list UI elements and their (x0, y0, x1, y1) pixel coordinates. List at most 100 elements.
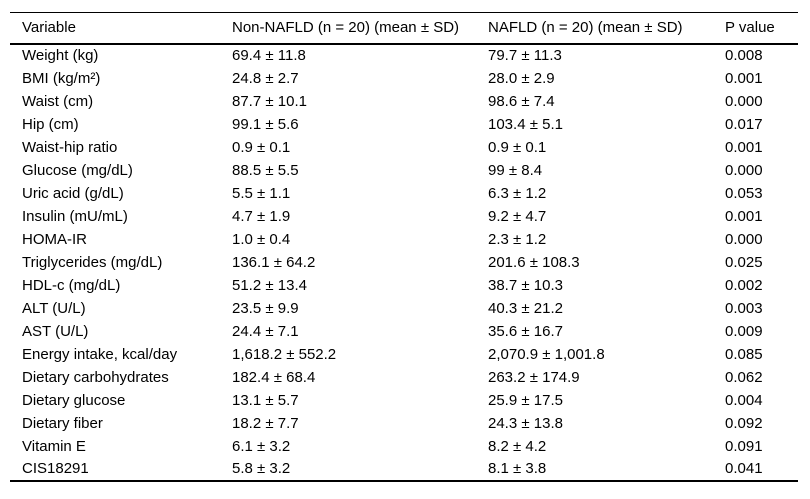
cell-nafld: 201.6 ± 108.3 (488, 253, 580, 271)
cell-non-nafld: 6.1 ± 3.2 (232, 437, 291, 455)
column-header-non-nafld: Non-NAFLD (n = 20) (mean ± SD) (232, 19, 460, 37)
table-row: Vitamin E 6.1 ± 3.2 8.2 ± 4.2 0.091 (10, 435, 798, 458)
cell-variable: Glucose (mg/dL) (22, 161, 133, 179)
cell-p-value: 0.041 (725, 460, 763, 477)
cell-p-value: 0.000 (725, 230, 763, 248)
cell-variable: Dietary carbohydrates (22, 368, 169, 386)
header-row: Variable Non-NAFLD (n = 20) (mean ± SD) … (10, 13, 798, 44)
cell-variable: BMI (kg/m²) (22, 69, 101, 87)
cell-nafld: 25.9 ± 17.5 (488, 391, 563, 409)
table-row: AST (U/L) 24.4 ± 7.1 35.6 ± 16.7 0.009 (10, 320, 798, 343)
cell-p-value: 0.000 (725, 161, 763, 179)
cell-variable: Triglycerides (mg/dL) (22, 253, 163, 271)
table-row: Dietary carbohydrates 182.4 ± 68.4 263.2… (10, 366, 798, 389)
cell-p-value: 0.004 (725, 391, 763, 409)
cell-nafld: 8.2 ± 4.2 (488, 437, 547, 455)
cell-p-value: 0.053 (725, 184, 763, 202)
cell-nafld: 38.7 ± 10.3 (488, 276, 563, 294)
cell-variable: Hip (cm) (22, 115, 79, 133)
cell-non-nafld: 23.5 ± 9.9 (232, 299, 299, 317)
cell-variable: Energy intake, kcal/day (22, 345, 178, 363)
table-row: Triglycerides (mg/dL) 136.1 ± 64.2 201.6… (10, 251, 798, 274)
cell-non-nafld: 24.8 ± 2.7 (232, 69, 299, 87)
cell-variable: HOMA-IR (22, 230, 87, 248)
cell-p-value: 0.085 (725, 345, 763, 363)
cell-non-nafld: 13.1 ± 5.7 (232, 391, 299, 409)
cell-non-nafld: 5.5 ± 1.1 (232, 184, 291, 202)
cell-nafld: 0.9 ± 0.1 (488, 138, 547, 156)
cell-non-nafld: 5.8 ± 3.2 (232, 460, 291, 477)
cell-nafld: 99 ± 8.4 (488, 161, 543, 179)
table-row: Hip (cm) 99.1 ± 5.6 103.4 ± 5.1 0.017 (10, 113, 798, 136)
cell-non-nafld: 4.7 ± 1.9 (232, 207, 291, 225)
cell-p-value: 0.017 (725, 115, 763, 133)
cell-nafld: 40.3 ± 21.2 (488, 299, 563, 317)
cell-variable: Insulin (mU/mL) (22, 207, 128, 225)
table-row: Uric acid (g/dL) 5.5 ± 1.1 6.3 ± 1.2 0.0… (10, 182, 798, 205)
column-header-p-value: P value (725, 19, 775, 37)
cell-p-value: 0.062 (725, 368, 763, 386)
table-row: Weight (kg) 69.4 ± 11.8 79.7 ± 11.3 0.00… (10, 44, 798, 67)
table-row: ALT (U/L) 23.5 ± 9.9 40.3 ± 21.2 0.003 (10, 297, 798, 320)
cell-p-value: 0.001 (725, 207, 763, 225)
cell-nafld: 35.6 ± 16.7 (488, 322, 563, 340)
cell-p-value: 0.001 (725, 138, 763, 156)
table-row: HOMA-IR 1.0 ± 0.4 2.3 ± 1.2 0.000 (10, 228, 798, 251)
cell-variable: Dietary glucose (22, 391, 126, 409)
cell-non-nafld: 88.5 ± 5.5 (232, 161, 299, 179)
table-row: HDL-c (mg/dL) 51.2 ± 13.4 38.7 ± 10.3 0.… (10, 274, 798, 297)
cell-nafld: 79.7 ± 11.3 (488, 47, 562, 64)
column-header-nafld: NAFLD (n = 20) (mean ± SD) (488, 19, 683, 37)
cell-nafld: 103.4 ± 5.1 (488, 115, 563, 133)
cell-nafld: 28.0 ± 2.9 (488, 69, 555, 87)
cell-variable: Weight (kg) (22, 47, 99, 64)
cell-nafld: 6.3 ± 1.2 (488, 184, 547, 202)
cell-variable: Uric acid (g/dL) (22, 184, 124, 202)
cell-non-nafld: 136.1 ± 64.2 (232, 253, 316, 271)
cell-variable: AST (U/L) (22, 322, 89, 340)
cell-variable: Vitamin E (22, 437, 86, 455)
table-row: CIS18291 5.8 ± 3.2 8.1 ± 3.8 0.041 (10, 458, 798, 481)
cell-non-nafld: 87.7 ± 10.1 (232, 92, 307, 110)
table-row: Dietary glucose 13.1 ± 5.7 25.9 ± 17.5 0… (10, 389, 798, 412)
cell-p-value: 0.002 (725, 276, 763, 294)
cell-p-value: 0.025 (725, 253, 763, 271)
cell-non-nafld: 99.1 ± 5.6 (232, 115, 299, 133)
table-row: Waist-hip ratio 0.9 ± 0.1 0.9 ± 0.1 0.00… (10, 136, 798, 159)
cell-non-nafld: 51.2 ± 13.4 (232, 276, 307, 294)
cell-variable: Waist-hip ratio (22, 138, 118, 156)
nafld-comparison-table: Variable Non-NAFLD (n = 20) (mean ± SD) … (10, 12, 798, 482)
cell-non-nafld: 1.0 ± 0.4 (232, 230, 291, 248)
cell-variable: Waist (cm) (22, 92, 94, 110)
cell-nafld: 2.3 ± 1.2 (488, 230, 547, 248)
cell-variable: ALT (U/L) (22, 299, 86, 317)
cell-non-nafld: 1,618.2 ± 552.2 (232, 345, 337, 363)
cell-non-nafld: 69.4 ± 11.8 (232, 47, 306, 64)
column-header-variable: Variable (22, 19, 76, 37)
cell-variable: Dietary fiber (22, 414, 103, 432)
cell-p-value: 0.003 (725, 299, 763, 317)
cell-p-value: 0.091 (725, 437, 763, 455)
cell-p-value: 0.092 (725, 414, 763, 432)
cell-non-nafld: 0.9 ± 0.1 (232, 138, 291, 156)
cell-p-value: 0.008 (725, 47, 763, 64)
cell-non-nafld: 182.4 ± 68.4 (232, 368, 316, 386)
cell-nafld: 98.6 ± 7.4 (488, 92, 555, 110)
table-row: Dietary fiber 18.2 ± 7.7 24.3 ± 13.8 0.0… (10, 412, 798, 435)
cell-p-value: 0.001 (725, 69, 763, 87)
table-row: Insulin (mU/mL) 4.7 ± 1.9 9.2 ± 4.7 0.00… (10, 205, 798, 228)
table-row: Waist (cm) 87.7 ± 10.1 98.6 ± 7.4 0.000 (10, 90, 798, 113)
cell-nafld: 2,070.9 ± 1,001.8 (488, 345, 605, 363)
cell-variable: CIS18291 (22, 460, 89, 477)
cell-p-value: 0.009 (725, 322, 763, 340)
cell-nafld: 263.2 ± 174.9 (488, 368, 580, 386)
cell-non-nafld: 18.2 ± 7.7 (232, 414, 299, 432)
cell-nafld: 8.1 ± 3.8 (488, 460, 547, 477)
cell-non-nafld: 24.4 ± 7.1 (232, 322, 299, 340)
cell-p-value: 0.000 (725, 92, 763, 110)
cell-nafld: 9.2 ± 4.7 (488, 207, 547, 225)
table-row: Glucose (mg/dL) 88.5 ± 5.5 99 ± 8.4 0.00… (10, 159, 798, 182)
table-row: Energy intake, kcal/day 1,618.2 ± 552.2 … (10, 343, 798, 366)
table-row: BMI (kg/m²) 24.8 ± 2.7 28.0 ± 2.9 0.001 (10, 67, 798, 90)
